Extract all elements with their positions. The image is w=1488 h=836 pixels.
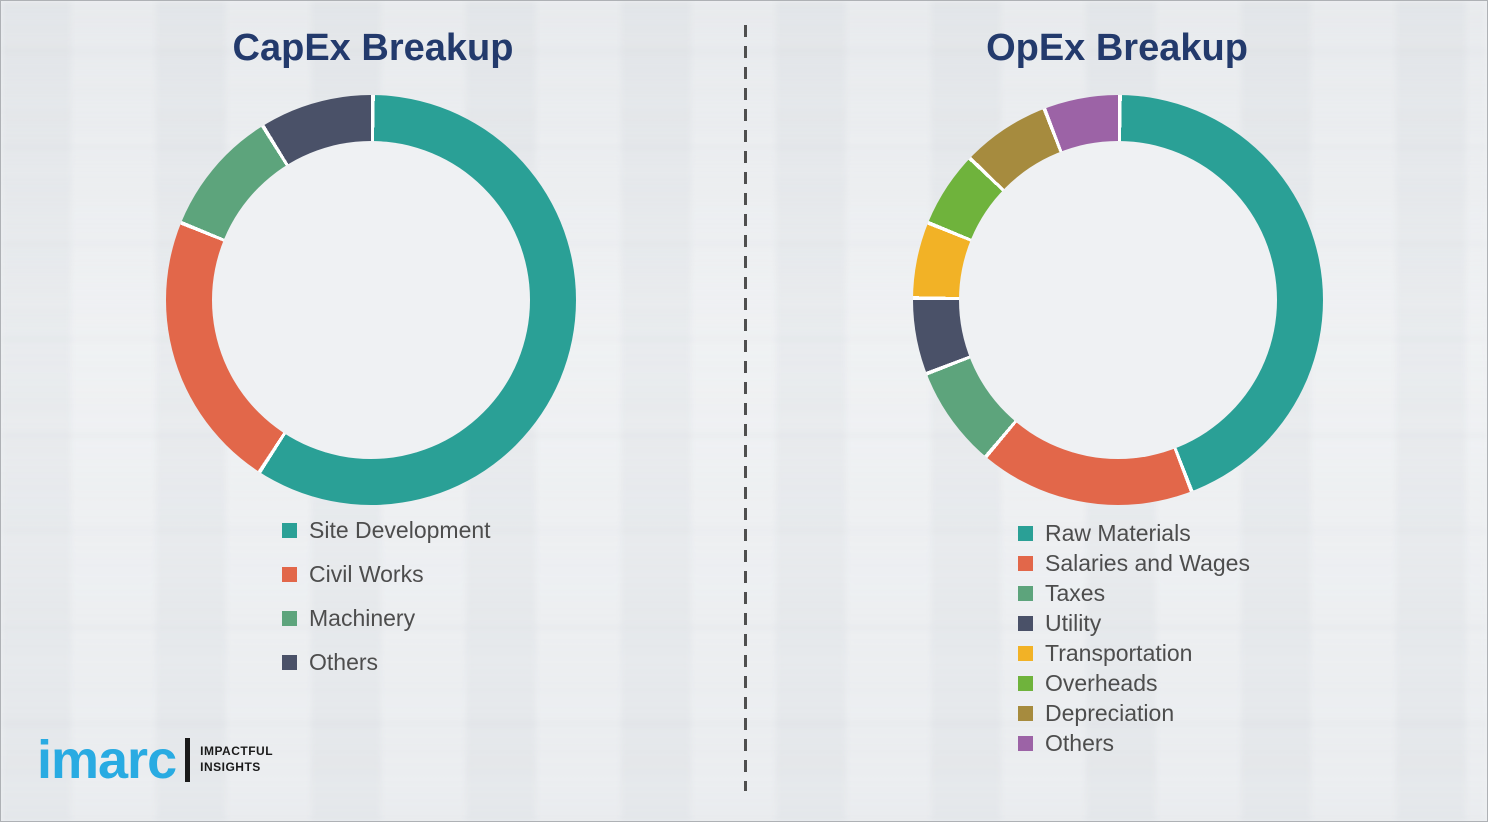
legend-item: Site Development [282,515,491,545]
legend-item: Salaries and Wages [1018,548,1250,578]
legend-swatch [282,522,297,538]
capex-chart-title: CapEx Breakup [232,27,514,69]
legend-item: Depreciation [1018,698,1250,728]
opex-chart-title: OpEx Breakup [986,27,1248,69]
legend-item: Machinery [282,603,491,633]
legend-label: Raw Materials [1045,519,1191,546]
legend-swatch [1018,735,1033,751]
legend-item: Raw Materials [1018,518,1250,548]
legend-swatch [1018,705,1033,721]
imarc-logo-tagline: IMPACTFUL INSIGHTS [200,744,273,775]
legend-label: Civil Works [309,560,424,587]
legend-swatch [1018,555,1033,571]
legend-item: Others [282,647,491,677]
dashed-divider [744,25,747,791]
legend-swatch [1018,585,1033,601]
imarc-logo-divider-bar [185,738,191,782]
legend-item: Overheads [1018,668,1250,698]
legend-item: Others [1018,728,1250,758]
imarc-logo-wordmark: imarc [37,730,177,790]
imarc-logo-tagline-line1: IMPACTFUL [200,744,274,759]
legend-label: Site Development [309,516,491,543]
capex-panel: CapEx Breakup Site Development Civil Work… [1,1,745,821]
legend-swatch [282,610,297,626]
legend-label: Taxes [1045,579,1106,606]
legend-label: Machinery [309,604,416,631]
legend: Site Development Civil Works Machinery Othe… [282,515,491,691]
opex-donut-chart [913,95,1323,505]
legend-label: Others [1045,729,1115,756]
legend-swatch [282,566,297,582]
legend-label: Overheads [1045,669,1158,696]
legend-swatch [1018,645,1033,661]
imarc-logo-tagline-line2: INSIGHTS [200,760,261,774]
capex-donut-chart [166,95,576,505]
legend-label: Others [309,648,379,675]
donut-hole [212,141,530,459]
legend-swatch [1018,675,1033,691]
legend-label: Utility [1045,609,1102,636]
legend-label: Depreciation [1045,699,1175,726]
legend-item: Utility [1018,608,1250,638]
legend-swatch [282,654,297,670]
imarc-logo: imarc IMPACTFUL INSIGHTS [37,733,273,787]
opex-panel: OpEx Breakup Raw Materials Salaries and W… [745,1,1487,821]
legend-item: Taxes [1018,578,1250,608]
legend-item: Civil Works [282,559,491,589]
legend-item: Transportation [1018,638,1250,668]
legend-swatch [1018,525,1033,541]
legend: Raw Materials Salaries and Wages Taxes Util… [1018,518,1250,758]
legend-swatch [1018,615,1033,631]
donut-hole [959,141,1277,459]
legend-label: Salaries and Wages [1045,549,1250,576]
legend-label: Transportation [1045,639,1193,666]
